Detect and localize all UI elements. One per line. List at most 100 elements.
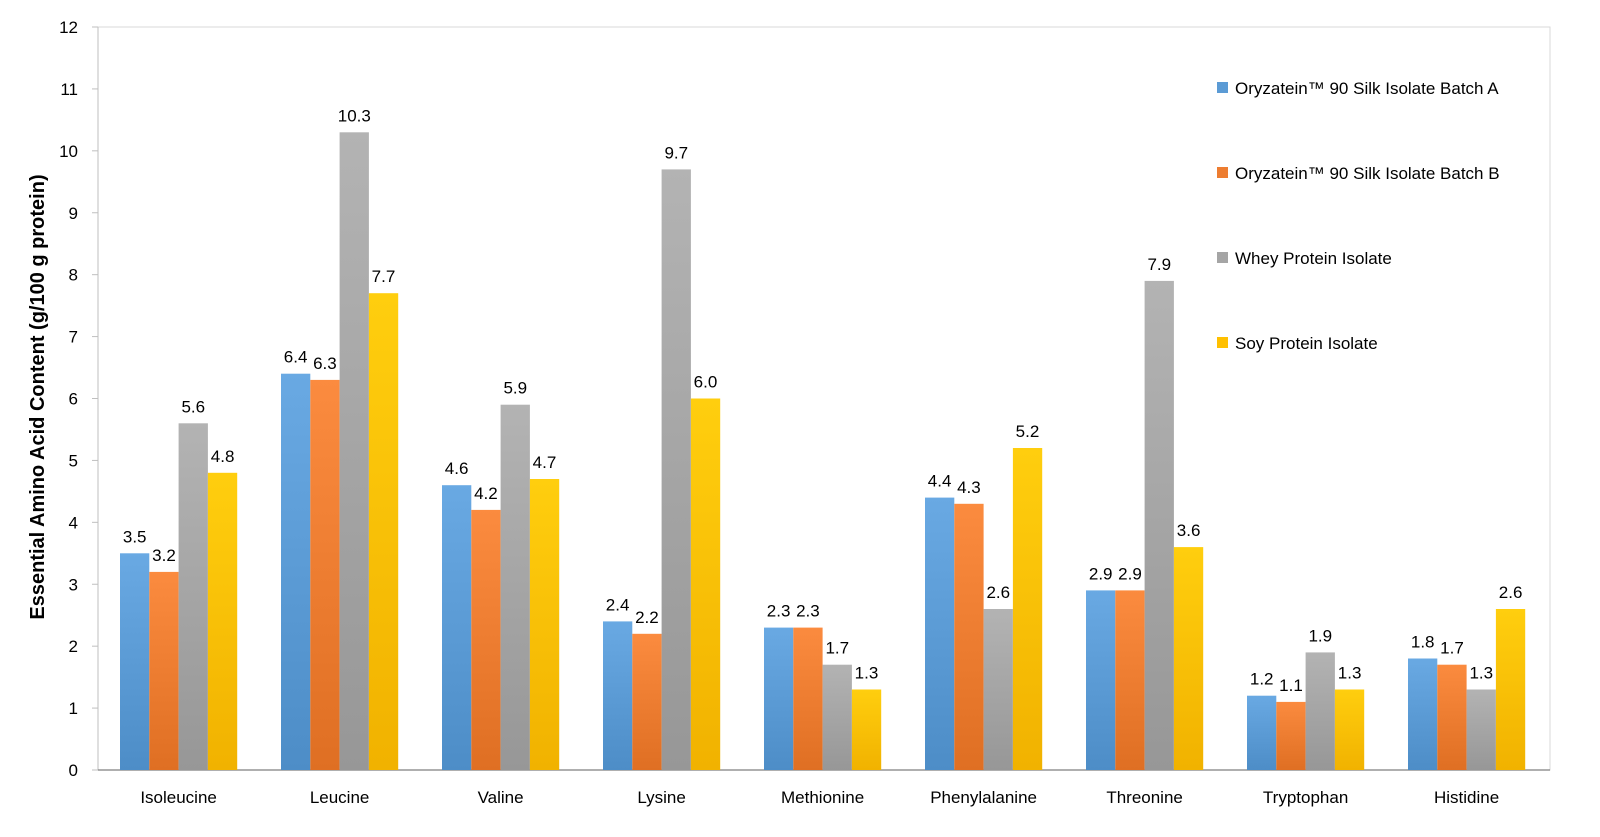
y-tick-label: 0 (69, 761, 78, 780)
y-tick-label: 5 (69, 451, 78, 470)
bar (1012, 448, 1043, 770)
bar (822, 664, 852, 770)
bar (1437, 664, 1467, 770)
category-group-isoleucine: 3.5 3.2 5.6 4.8 Isoleucine (120, 397, 238, 807)
y-tick-label: 9 (69, 204, 78, 223)
data-label: 4.8 (211, 447, 235, 466)
legend-label: Oryzatein™ 90 Silk Isolate Batch B (1235, 164, 1500, 183)
data-label: 1.1 (1279, 676, 1303, 695)
bar (1115, 590, 1145, 770)
legend: Oryzatein™ 90 Silk Isolate Batch A Oryzat… (1217, 79, 1500, 353)
data-label: 6.4 (284, 348, 308, 367)
bar (764, 627, 794, 770)
data-label: 3.2 (152, 546, 176, 565)
legend-swatch (1217, 82, 1228, 93)
legend-item: Whey Protein Isolate (1217, 249, 1392, 268)
bar (1305, 652, 1335, 770)
x-category-label: Tryptophan (1263, 788, 1348, 807)
bar (339, 132, 369, 771)
bar (690, 398, 721, 770)
data-label: 1.9 (1308, 626, 1332, 645)
data-label: 10.3 (338, 106, 371, 125)
y-tick-label: 10 (59, 142, 78, 161)
y-tick-label: 8 (69, 266, 78, 285)
category-group-tryptophan: 1.2 1.1 1.9 1.3 Tryptophan (1247, 626, 1365, 807)
legend-label: Soy Protein Isolate (1235, 334, 1378, 353)
bar (793, 627, 823, 770)
data-label: 1.2 (1250, 670, 1274, 689)
legend-swatch (1217, 252, 1228, 263)
x-category-label: Methionine (781, 788, 864, 807)
legend-item: Oryzatein™ 90 Silk Isolate Batch B (1217, 164, 1500, 183)
x-category-label: Histidine (1434, 788, 1499, 807)
x-category-label: Phenylalanine (930, 788, 1037, 807)
data-label: 2.6 (986, 583, 1010, 602)
data-label: 1.3 (1338, 664, 1362, 683)
y-axis-title: Essential Amino Acid Content (g/100 g pr… (27, 174, 49, 619)
category-group-methionine: 2.3 2.3 1.7 1.3 Methionine (764, 602, 882, 807)
plot-area: 01234567891011123.53.25.64.8Isoleucine6.… (59, 18, 1551, 807)
y-tick-label: 2 (69, 637, 78, 656)
x-category-label: Lysine (637, 788, 686, 807)
data-label: 2.6 (1499, 583, 1523, 602)
bar (471, 509, 501, 770)
x-category-label: Isoleucine (140, 788, 217, 807)
bar (368, 293, 399, 770)
bar (310, 379, 340, 770)
bar (442, 485, 472, 770)
x-category-label: Threonine (1106, 788, 1183, 807)
data-label: 1.8 (1411, 633, 1435, 652)
y-tick-label: 7 (69, 328, 78, 347)
data-label: 1.7 (825, 639, 849, 658)
data-label: 2.9 (1089, 564, 1113, 583)
legend-swatch (1217, 337, 1228, 348)
y-tick-label: 1 (69, 699, 78, 718)
bar (178, 423, 208, 770)
bar (1173, 547, 1204, 770)
y-tick-label: 3 (69, 575, 78, 594)
bar (632, 633, 662, 770)
data-label: 4.6 (445, 459, 469, 478)
data-label: 1.3 (855, 664, 879, 683)
y-tick-label: 12 (59, 18, 78, 37)
data-label: 4.7 (533, 453, 557, 472)
category-group-lysine: 2.4 2.2 9.7 6.0 Lysine (603, 143, 721, 807)
data-label: 3.5 (123, 527, 147, 546)
x-category-label: Valine (478, 788, 524, 807)
legend-item: Oryzatein™ 90 Silk Isolate Batch A (1217, 79, 1499, 98)
data-label: 2.4 (606, 595, 630, 614)
bar (149, 571, 179, 770)
data-label: 7.7 (372, 267, 396, 286)
data-label: 9.7 (664, 143, 688, 162)
bar (983, 609, 1013, 770)
data-label: 4.2 (474, 484, 498, 503)
y-tick-label: 6 (69, 390, 78, 409)
bar (603, 621, 633, 770)
bar (954, 503, 984, 770)
data-label: 1.3 (1469, 664, 1493, 683)
data-label: 2.9 (1118, 564, 1142, 583)
bar (1144, 280, 1174, 770)
legend-label: Oryzatein™ 90 Silk Isolate Batch A (1235, 79, 1499, 98)
category-group-phenylalanine: 4.4 4.3 2.6 5.2 Phenylalanine (925, 422, 1043, 807)
data-label: 2.3 (796, 602, 820, 621)
data-label: 4.4 (928, 472, 952, 491)
bar (281, 373, 311, 770)
data-label: 5.6 (181, 397, 205, 416)
bar (1334, 689, 1365, 770)
bar (120, 553, 150, 770)
category-group-leucine: 6.4 6.3 10.3 7.7 Leucine (281, 106, 399, 807)
category-group-histidine: 1.8 1.7 1.3 2.6 Histidine (1408, 583, 1526, 807)
y-tick-label: 4 (69, 513, 78, 532)
legend-label: Whey Protein Isolate (1235, 249, 1392, 268)
bar (1408, 658, 1438, 770)
data-label: 4.3 (957, 478, 981, 497)
bar (925, 497, 955, 770)
data-label: 3.6 (1177, 521, 1201, 540)
y-tick-label: 11 (60, 80, 78, 99)
legend-item: Soy Protein Isolate (1217, 334, 1378, 353)
category-group-threonine: 2.9 2.9 7.9 3.6 Threonine (1086, 255, 1204, 807)
bar (661, 169, 691, 770)
